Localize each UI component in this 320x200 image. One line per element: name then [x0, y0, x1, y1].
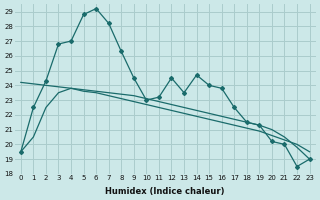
X-axis label: Humidex (Indice chaleur): Humidex (Indice chaleur) [106, 187, 225, 196]
